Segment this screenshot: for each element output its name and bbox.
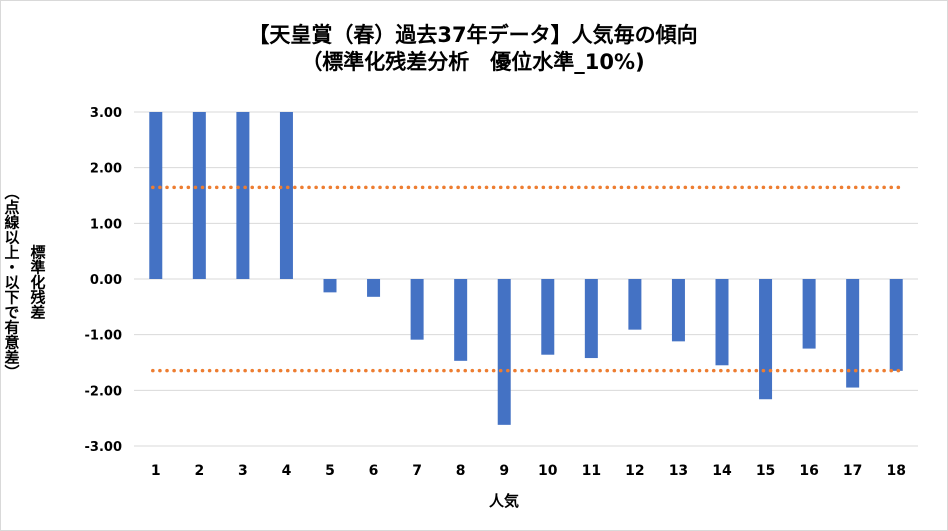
x-tick-label: 6 xyxy=(369,463,379,479)
x-tick-label: 10 xyxy=(538,463,558,479)
x-tick-label: 3 xyxy=(238,463,248,479)
x-axis-label: 人気 xyxy=(488,492,519,510)
y-tick-label: 3.00 xyxy=(90,106,122,121)
bar-15 xyxy=(759,279,773,400)
bar-16 xyxy=(802,279,816,349)
bar-5 xyxy=(323,279,337,293)
bar-7 xyxy=(410,279,424,340)
x-tick-label: 8 xyxy=(456,463,466,479)
x-tick-label: 1 xyxy=(151,463,161,479)
bar-11 xyxy=(584,279,598,359)
bar-10 xyxy=(541,279,555,355)
x-tick-label: 5 xyxy=(325,463,335,479)
x-tick-label: 7 xyxy=(412,463,422,479)
x-tick-label: 18 xyxy=(886,463,905,479)
bar-1 xyxy=(149,112,163,279)
chart-title: 【天皇賞（春）過去37年データ】人気毎の傾向 （標準化残差分析 優位水準_10%… xyxy=(0,22,946,77)
bar-6 xyxy=(367,279,381,297)
y-tick-label: 1.00 xyxy=(90,217,122,232)
bar-4 xyxy=(279,112,293,279)
x-tick-label: 15 xyxy=(756,463,775,479)
x-tick-label: 4 xyxy=(282,463,292,479)
y-axis-label: 標準化残差 xyxy=(28,244,47,320)
y-axis-label-note: （点線以上・以下で有意差） xyxy=(2,184,21,380)
bar-18 xyxy=(889,279,903,371)
bar-3 xyxy=(236,112,250,279)
chart-title-line2: （標準化残差分析 優位水準_10%) xyxy=(301,50,645,75)
y-tick-label: -1.00 xyxy=(85,329,122,344)
bar-9 xyxy=(497,279,511,425)
x-tick-label: 14 xyxy=(712,463,732,479)
x-tick-label: 12 xyxy=(625,463,644,479)
y-tick-label: -2.00 xyxy=(85,384,122,399)
bar-8 xyxy=(454,279,468,361)
x-tick-label: 9 xyxy=(499,463,509,479)
y-tick-label: 0.00 xyxy=(90,273,122,288)
x-tick-label: 16 xyxy=(799,463,818,479)
x-tick-label: 11 xyxy=(582,463,601,479)
bar-2 xyxy=(192,112,206,279)
y-tick-label: -3.00 xyxy=(85,440,122,455)
x-tick-label: 2 xyxy=(194,463,204,479)
bar-12 xyxy=(628,279,642,330)
y-tick-label: 2.00 xyxy=(90,162,122,177)
bar-14 xyxy=(715,279,729,366)
x-tick-label: 13 xyxy=(669,463,688,479)
x-tick-label: 17 xyxy=(843,463,862,479)
bar-13 xyxy=(671,279,685,342)
bar-17 xyxy=(846,279,860,388)
chart-title-line1: 【天皇賞（春）過去37年データ】人気毎の傾向 xyxy=(248,23,698,47)
